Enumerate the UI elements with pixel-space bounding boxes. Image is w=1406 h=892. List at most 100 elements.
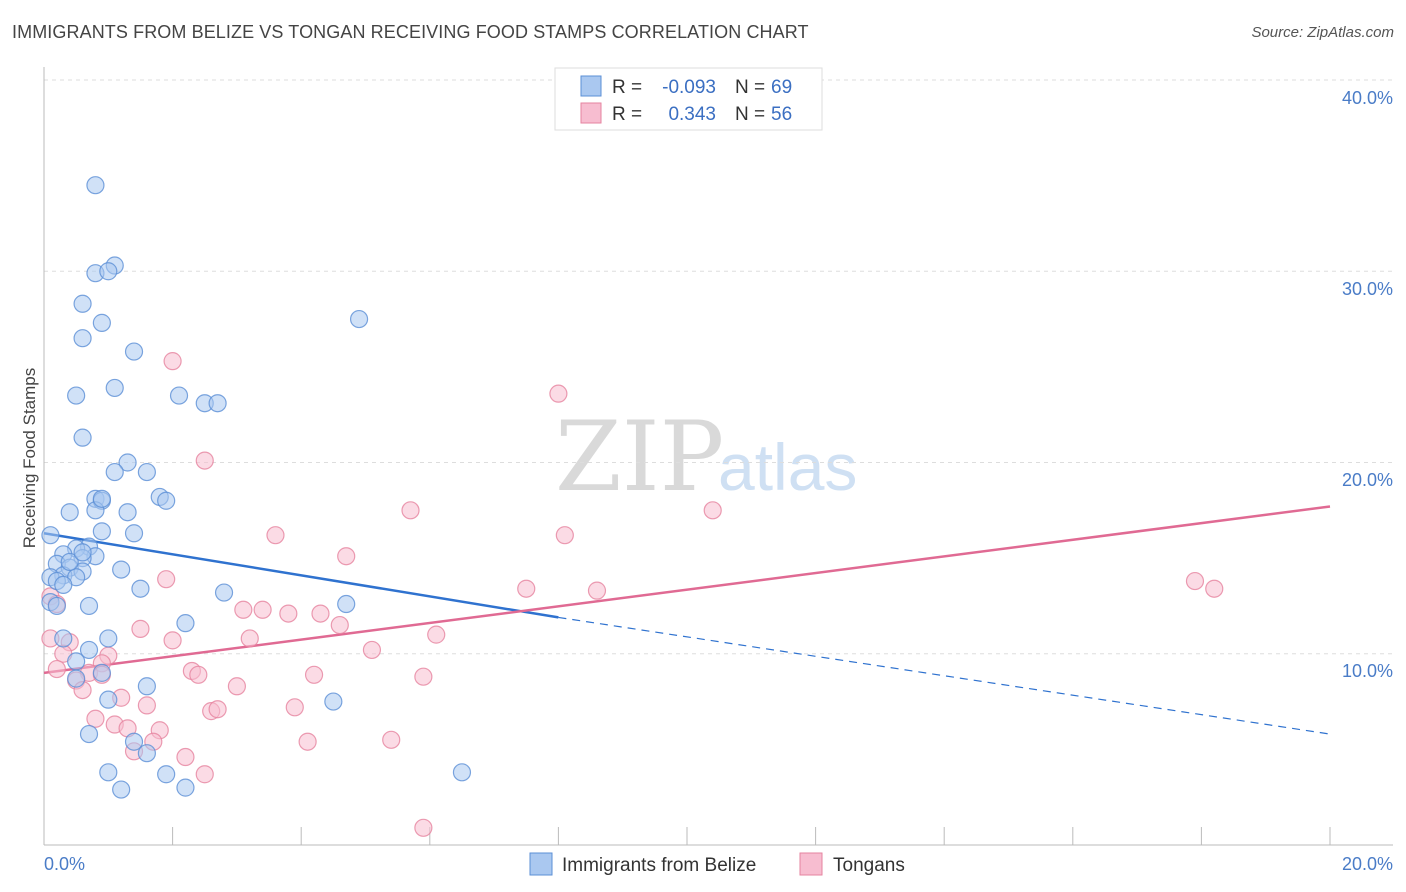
point-tongan-3 <box>401 501 420 520</box>
point-tongan-26 <box>362 640 382 660</box>
point-tongan-55 <box>414 818 433 837</box>
point-belize-47 <box>176 614 195 633</box>
point-belize-7 <box>73 329 92 348</box>
legend-r-label-tongan: R = <box>612 104 642 125</box>
point-tongan-53 <box>176 747 195 767</box>
point-tongan-45 <box>86 709 105 728</box>
point-tongan-34 <box>189 665 208 684</box>
point-belize-60 <box>99 763 118 782</box>
y-tick-label-10: 10.0% <box>1342 661 1393 681</box>
point-belize-46 <box>337 594 356 614</box>
x-tick-label-max: 20.0% <box>1342 854 1393 874</box>
bottom-legend-swatch-belize <box>529 852 553 876</box>
point-belize-59 <box>137 744 156 763</box>
point-belize-65 <box>92 489 111 508</box>
point-belize-62 <box>452 763 472 782</box>
point-belize-67 <box>73 543 92 562</box>
legend-n-value-belize: 69 <box>771 77 792 98</box>
point-belize-53 <box>67 669 86 688</box>
point-tongan-50 <box>298 732 317 751</box>
legend-swatch-belize <box>580 75 602 97</box>
point-tongan-35 <box>304 665 324 684</box>
point-belize-8 <box>124 342 144 361</box>
point-belize-24 <box>118 503 137 522</box>
legend-n-value-tongan: 56 <box>771 104 792 125</box>
chart-title: IMMIGRANTS FROM BELIZE VS TONGAN RECEIVI… <box>12 22 809 42</box>
x-tick-label-min: 0.0% <box>44 854 85 874</box>
point-belize-49 <box>99 629 118 648</box>
point-tongan-5 <box>266 526 285 545</box>
point-tongan-11 <box>1185 571 1205 591</box>
point-belize-42 <box>214 583 234 602</box>
point-belize-3 <box>99 262 118 281</box>
point-belize-14 <box>73 428 92 447</box>
point-belize-61 <box>157 765 176 784</box>
point-belize-22 <box>60 503 79 522</box>
legend-r-label-belize: R = <box>612 77 642 98</box>
legend-n-label-tongan: N = <box>735 104 765 125</box>
point-belize-16 <box>105 462 124 482</box>
point-tongan-6 <box>555 526 574 545</box>
point-tongan-15 <box>234 600 253 619</box>
point-tongan-51 <box>382 730 401 749</box>
point-tongan-36 <box>414 667 433 686</box>
point-belize-50 <box>79 640 99 660</box>
point-tongan-41 <box>137 696 156 715</box>
point-tongan-4 <box>703 501 722 520</box>
point-belize-15 <box>118 453 137 472</box>
point-belize-55 <box>99 690 118 709</box>
point-tongan-20 <box>131 619 150 638</box>
bottom-legend-label-belize: Immigrants from Belize <box>562 855 756 876</box>
bottom-legend: Immigrants from Belize Tongans <box>529 852 905 876</box>
legend-r-value-belize: -0.093 <box>662 77 716 98</box>
point-belize-0 <box>86 176 105 195</box>
point-belize-58 <box>124 732 144 751</box>
point-belize-44 <box>47 596 66 616</box>
source-label: Source: ZipAtlas.com <box>1251 24 1394 41</box>
point-belize-52 <box>92 663 111 682</box>
point-tongan-8 <box>157 570 176 589</box>
point-tongan-43 <box>208 700 227 719</box>
axes <box>43 67 1393 846</box>
point-belize-26 <box>92 522 111 541</box>
point-tongan-12 <box>1205 579 1224 598</box>
watermark-atlas: atlas <box>718 430 857 504</box>
grid-lines <box>44 79 1393 655</box>
point-belize-41 <box>131 579 150 598</box>
point-tongan-10 <box>587 581 607 600</box>
point-belize-68 <box>54 575 73 595</box>
point-belize-11 <box>169 386 189 405</box>
point-belize-9 <box>105 378 124 398</box>
watermark-zip: ZIP <box>555 401 724 513</box>
point-tongan-9 <box>517 579 536 598</box>
point-tongan-16 <box>253 600 272 619</box>
legend-n-label-belize: N = <box>735 77 765 98</box>
point-belize-51 <box>67 652 86 671</box>
point-belize-40 <box>112 560 131 579</box>
point-belize-45 <box>79 596 99 616</box>
bottom-legend-label-tongan: Tongans <box>833 855 905 876</box>
point-belize-25 <box>41 526 60 545</box>
point-tongan-54 <box>195 765 214 784</box>
point-tongan-7 <box>337 547 356 566</box>
y-tick-label-20: 20.0% <box>1342 470 1393 490</box>
point-belize-54 <box>137 677 156 696</box>
point-tongan-2 <box>195 451 214 470</box>
point-belize-13 <box>208 394 227 413</box>
point-tongan-39 <box>227 677 246 696</box>
point-belize-48 <box>54 629 73 648</box>
trend-lines <box>43 505 1331 735</box>
bottom-legend-swatch-tongan <box>799 852 823 876</box>
trend-line-tongan <box>43 505 1331 675</box>
point-belize-27 <box>124 524 144 543</box>
point-belize-21 <box>157 491 176 510</box>
legend-r-value-tongan: 0.343 <box>668 104 716 125</box>
point-tongan-17 <box>279 604 298 623</box>
point-tongan-21 <box>427 625 446 644</box>
point-belize-10 <box>67 386 86 405</box>
trend-line-belize <box>43 532 559 619</box>
point-tongan-23 <box>163 631 182 650</box>
point-tongan-31 <box>47 659 66 679</box>
point-belize-56 <box>324 692 343 711</box>
